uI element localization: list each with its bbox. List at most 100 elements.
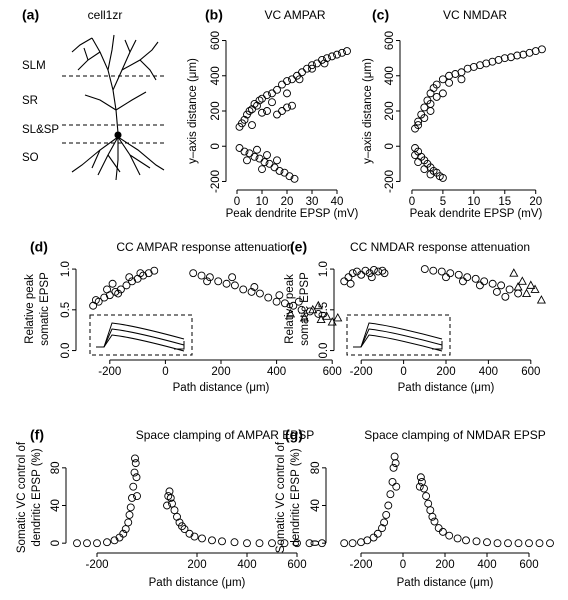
data-point	[457, 75, 466, 84]
x-axis-label: Path distance (μm)	[398, 382, 495, 394]
data-point	[248, 121, 256, 130]
data-point	[247, 287, 256, 296]
dendrite	[77, 51, 101, 71]
y-tick-label: 0	[384, 143, 396, 149]
data-point	[128, 277, 136, 286]
data-point	[83, 539, 91, 548]
data-point	[133, 492, 141, 501]
data-point	[420, 265, 429, 274]
data-point	[214, 277, 223, 286]
data-point	[278, 107, 286, 115]
data-point	[420, 103, 429, 112]
panel-label: (b)	[205, 7, 223, 23]
data-point	[116, 285, 125, 294]
data-point	[333, 50, 341, 59]
data-point	[392, 482, 401, 491]
data-point	[463, 273, 472, 282]
data-point	[420, 114, 429, 122]
data-point	[273, 110, 281, 119]
data-point	[333, 313, 343, 322]
data-point	[525, 539, 533, 548]
data-point	[429, 266, 438, 275]
data-point	[288, 101, 296, 110]
data-point	[363, 536, 372, 545]
x-tick-label: 0	[400, 366, 406, 378]
data-point	[230, 538, 239, 547]
data-point	[189, 269, 198, 278]
inset-scale	[174, 341, 185, 350]
x-axis-label: Path distance (μm)	[397, 577, 494, 589]
data-point	[445, 78, 454, 87]
chart-panel: (d) CC AMPAR response attenuation Path dis…	[24, 239, 343, 394]
x-tick-label: -200	[85, 559, 108, 571]
data-point	[255, 289, 264, 298]
x-tick-label: 15	[498, 196, 511, 208]
data-point	[546, 539, 554, 548]
chart-title: VC AMPAR	[264, 8, 325, 22]
data-point	[170, 506, 179, 515]
data-point	[129, 482, 138, 491]
data-point	[462, 536, 470, 545]
data-point	[308, 61, 316, 70]
data-point	[348, 269, 357, 278]
y-tick-label: 80	[310, 461, 322, 474]
data-point	[178, 522, 186, 531]
y-tick-label: -200	[384, 170, 396, 193]
data-point	[205, 273, 214, 282]
data-point	[389, 463, 398, 472]
data-point	[416, 473, 425, 482]
y-tick-label: 80	[50, 461, 62, 474]
y-axis-label: Relative peak	[284, 274, 296, 344]
data-point	[239, 285, 248, 294]
x-tick-label: -200	[349, 559, 372, 571]
data-point	[250, 152, 259, 161]
chart-title: Space clamping of NMDAR EPSP	[364, 428, 545, 442]
data-point	[411, 151, 419, 159]
x-tick-label: -200	[350, 366, 373, 378]
data-point	[500, 54, 509, 63]
data-point	[493, 539, 502, 548]
data-point	[298, 68, 306, 77]
data-point	[361, 266, 370, 275]
chart-panel: (g) Space clamping of NMDAR EPSP Path dist…	[275, 427, 554, 589]
data-point	[203, 277, 212, 286]
data-point	[230, 281, 239, 290]
data-point	[255, 539, 264, 548]
basal-dendrite	[71, 136, 119, 173]
data-point	[180, 525, 189, 533]
data-point	[264, 293, 273, 302]
data-point	[338, 48, 346, 57]
data-point	[272, 297, 281, 306]
neuron-title: cell1zr	[88, 8, 123, 22]
chart-title: CC AMPAR response attenuation	[116, 240, 293, 254]
data-point	[91, 296, 100, 304]
x-axis-label: Path distance (μm)	[173, 382, 270, 394]
panel-label: (e)	[290, 239, 307, 255]
dendrite	[84, 94, 117, 111]
data-point	[121, 525, 130, 533]
data-point	[454, 270, 463, 279]
y-tick-label: 0.5	[318, 302, 330, 318]
data-point	[131, 459, 140, 468]
data-point	[222, 279, 231, 288]
data-point	[509, 268, 519, 277]
data-point	[343, 47, 351, 56]
panel-label: (f)	[30, 427, 44, 443]
y-tick-label: 400	[384, 66, 396, 85]
x-axis-label: Peak dendrite EPSP (mV)	[226, 208, 359, 220]
data-point	[471, 274, 480, 283]
x-tick-label: 200	[187, 559, 206, 571]
x-tick-label: 30	[306, 196, 319, 208]
y-tick-label: 200	[210, 101, 222, 120]
data-point	[320, 59, 329, 68]
panel-label: (g)	[285, 427, 303, 443]
y-axis-label: somatic EPSP	[39, 272, 51, 346]
layer-label: SL&SP	[22, 124, 59, 136]
y-tick-label: 600	[210, 31, 222, 50]
data-point	[144, 269, 153, 278]
data-point	[432, 80, 441, 89]
data-point	[380, 518, 389, 527]
x-tick-label: 600	[521, 366, 540, 378]
